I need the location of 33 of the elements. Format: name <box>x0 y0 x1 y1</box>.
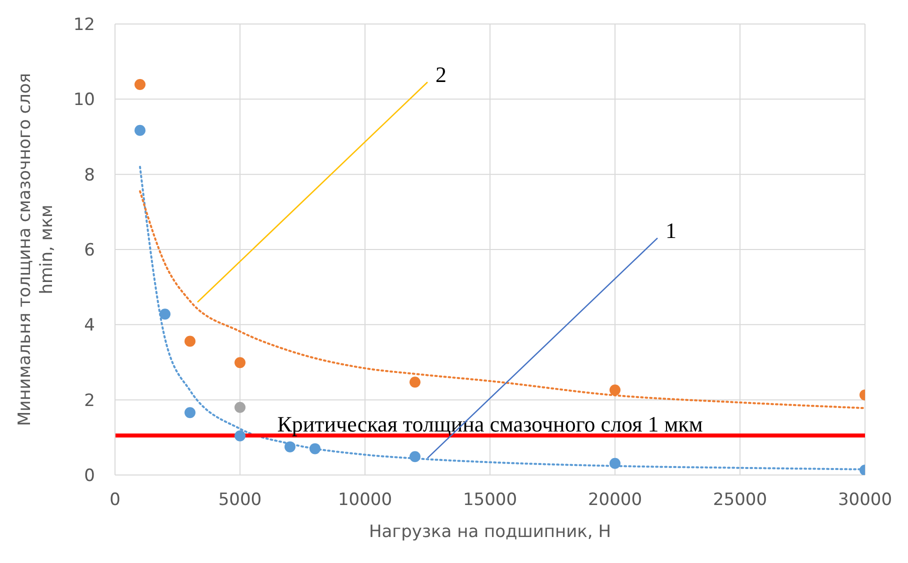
x-tick-label: 0 <box>110 490 120 510</box>
x-tick-label: 10000 <box>338 490 392 510</box>
x-tick-label: 30000 <box>838 490 892 510</box>
point <box>234 357 246 368</box>
x-tick-label: 15000 <box>462 490 518 510</box>
point <box>234 430 246 442</box>
annotation: 1 <box>666 218 676 244</box>
point <box>610 384 620 396</box>
point <box>134 124 146 136</box>
annotation: 2 <box>436 62 446 88</box>
y-axis-title: Минимальня толщина смазочного слоя hmin, мкм <box>15 72 57 426</box>
y-tick-label: 0 <box>84 466 95 486</box>
point <box>310 443 320 454</box>
point <box>410 376 420 388</box>
point <box>410 451 420 462</box>
point <box>134 79 146 90</box>
x-axis-title: Нагрузка на подшипник, Н <box>368 522 612 542</box>
y-tick-label: 8 <box>84 165 95 186</box>
x-tick-label: 20000 <box>588 490 642 510</box>
point <box>184 336 196 347</box>
x-tick-label: 5000 <box>218 490 262 510</box>
y-tick-label: 10 <box>73 90 95 110</box>
point <box>184 407 196 418</box>
y-tick-label: 2 <box>84 390 95 411</box>
point <box>234 402 246 413</box>
line-series <box>139 190 865 410</box>
point <box>610 458 620 469</box>
point <box>284 441 296 452</box>
x-tick-label: 25000 <box>712 490 768 510</box>
point <box>160 308 170 320</box>
y-tick-label: 12 <box>73 15 95 36</box>
y-tick-label: 4 <box>84 316 95 336</box>
y-tick-label: 6 <box>84 240 95 261</box>
